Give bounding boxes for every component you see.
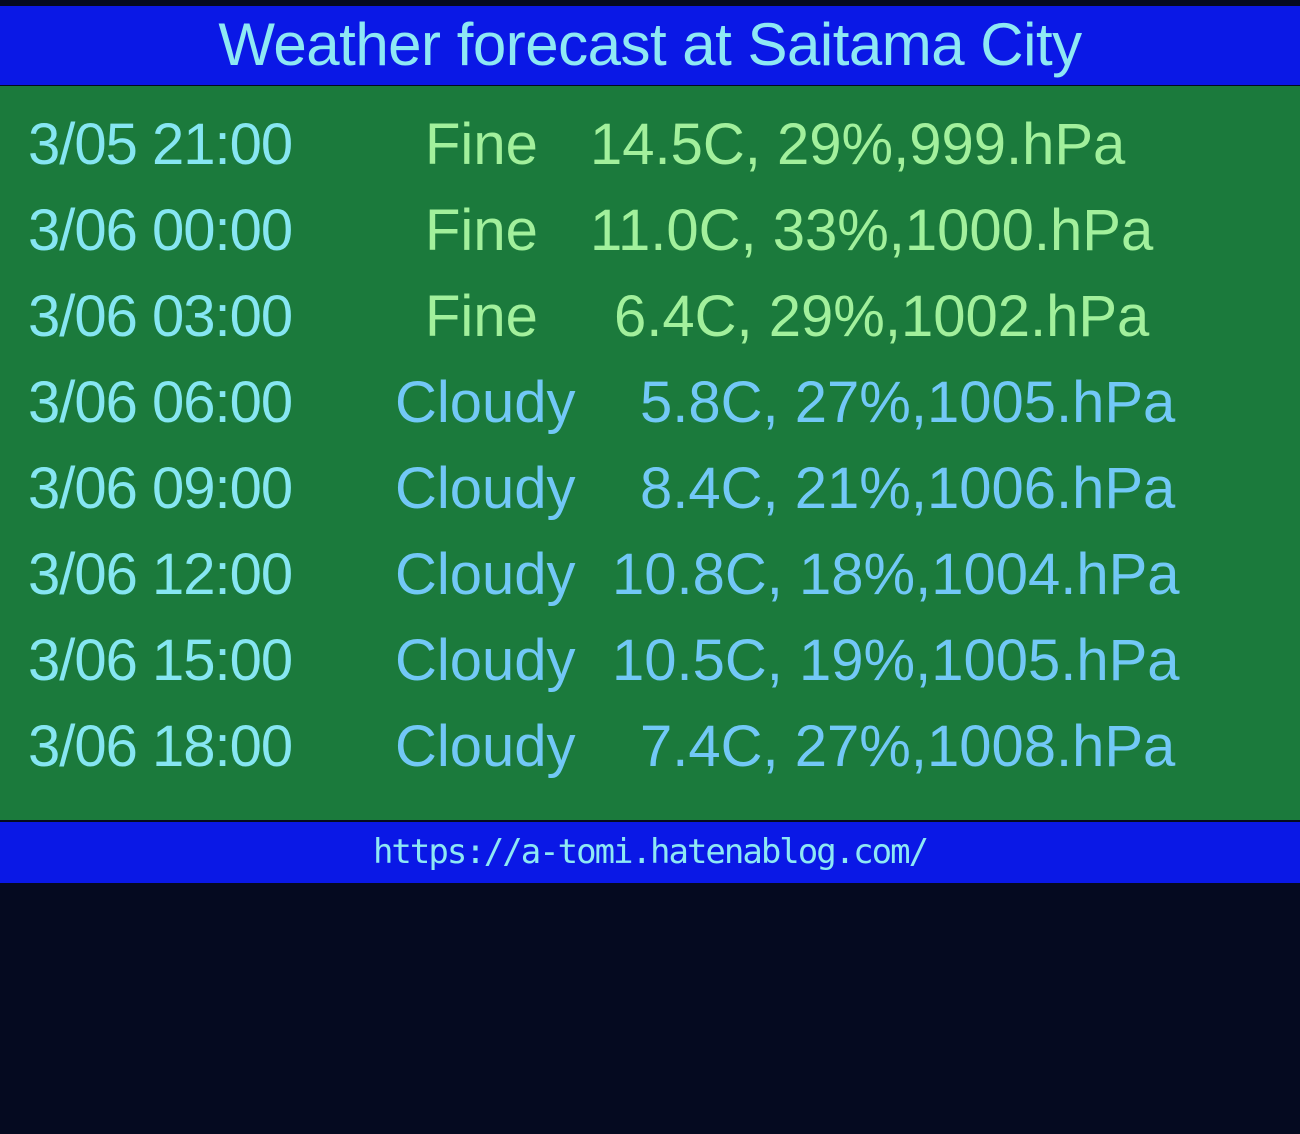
footer-bar: https://a-tomi.hatenablog.com/ (0, 822, 1300, 883)
forecast-condition: Fine (425, 198, 538, 263)
forecast-row: 3/06 06:00 Cloudy 5.8C, 27%,1005.hPa (0, 360, 1300, 446)
forecast-row: 3/06 09:00 Cloudy 8.4C, 21%,1006.hPa (0, 446, 1300, 532)
forecast-condition: Cloudy (395, 370, 576, 435)
forecast-datetime: 3/06 00:00 (28, 198, 293, 263)
forecast-datetime: 3/06 12:00 (28, 542, 293, 607)
forecast-datetime: 3/06 18:00 (28, 714, 293, 779)
forecast-datetime: 3/06 03:00 (28, 284, 293, 349)
forecast-datetime: 3/05 21:00 (28, 112, 293, 177)
forecast-datetime: 3/06 06:00 (28, 370, 293, 435)
forecast-row: 3/06 12:00 Cloudy 10.8C, 18%,1004.hPa (0, 532, 1300, 618)
forecast-values: 5.8C, 27%,1005.hPa (640, 370, 1176, 435)
forecast-datetime: 3/06 15:00 (28, 628, 293, 693)
forecast-condition: Cloudy (395, 542, 576, 607)
forecast-condition: Cloudy (395, 714, 576, 779)
header-bar: Weather forecast at Saitama City (0, 6, 1300, 85)
forecast-values: 11.0C, 33%,1000.hPa (590, 198, 1154, 263)
forecast-row: 3/06 15:00 Cloudy 10.5C, 19%,1005.hPa (0, 618, 1300, 704)
footer-url: https://a-tomi.hatenablog.com/ (372, 832, 929, 872)
forecast-values: 7.4C, 27%,1008.hPa (640, 714, 1176, 779)
forecast-list: 3/05 21:00 Fine 14.5C, 29%,999.hPa 3/06 … (0, 86, 1300, 820)
forecast-values: 8.4C, 21%,1006.hPa (640, 456, 1176, 521)
forecast-row: 3/06 00:00 Fine 11.0C, 33%,1000.hPa (0, 188, 1300, 274)
forecast-condition: Fine (425, 284, 538, 349)
forecast-row: 3/05 21:00 Fine 14.5C, 29%,999.hPa (0, 102, 1300, 188)
forecast-values: 10.8C, 18%,1004.hPa (612, 542, 1180, 607)
forecast-row: 3/06 03:00 Fine 6.4C, 29%,1002.hPa (0, 274, 1300, 360)
forecast-condition: Cloudy (395, 628, 576, 693)
forecast-row: 3/06 18:00 Cloudy 7.4C, 27%,1008.hPa (0, 704, 1300, 790)
forecast-values: 10.5C, 19%,1005.hPa (612, 628, 1180, 693)
forecast-datetime: 3/06 09:00 (28, 456, 293, 521)
page-title: Weather forecast at Saitama City (218, 11, 1082, 78)
forecast-condition: Cloudy (395, 456, 576, 521)
forecast-condition: Fine (425, 112, 538, 177)
forecast-values: 6.4C, 29%,1002.hPa (614, 284, 1150, 349)
forecast-values: 14.5C, 29%,999.hPa (590, 112, 1126, 177)
